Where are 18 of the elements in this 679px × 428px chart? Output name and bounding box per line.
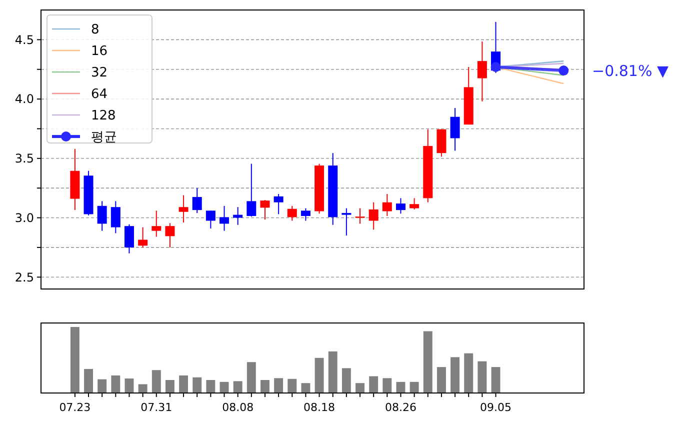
legend-label: 128 — [91, 108, 116, 124]
text: −0.81% ▼ — [592, 62, 669, 80]
y-tick-label: 3.5 — [14, 152, 34, 166]
y-tick-label: 2.5 — [14, 270, 34, 284]
x-tick-label: 07.23 — [59, 401, 91, 414]
x-tick-label: 08.26 — [384, 401, 416, 414]
x-tick-label: 08.08 — [222, 401, 254, 414]
x-tick-label: 08.18 — [304, 401, 336, 414]
y-tick-label: 4.0 — [14, 92, 34, 106]
legend-label: 16 — [91, 44, 108, 60]
y-tick-label: 4.5 — [14, 32, 34, 47]
y-tick-label: 3.0 — [14, 210, 34, 225]
legend-label: 평균 — [91, 130, 117, 146]
legend-label: 32 — [91, 66, 108, 81]
x-tick-label: 07.31 — [140, 401, 172, 414]
x-tick-label: 09.05 — [480, 401, 512, 414]
legend-label: 8 — [91, 22, 100, 38]
legend-label: 64 — [91, 87, 108, 102]
